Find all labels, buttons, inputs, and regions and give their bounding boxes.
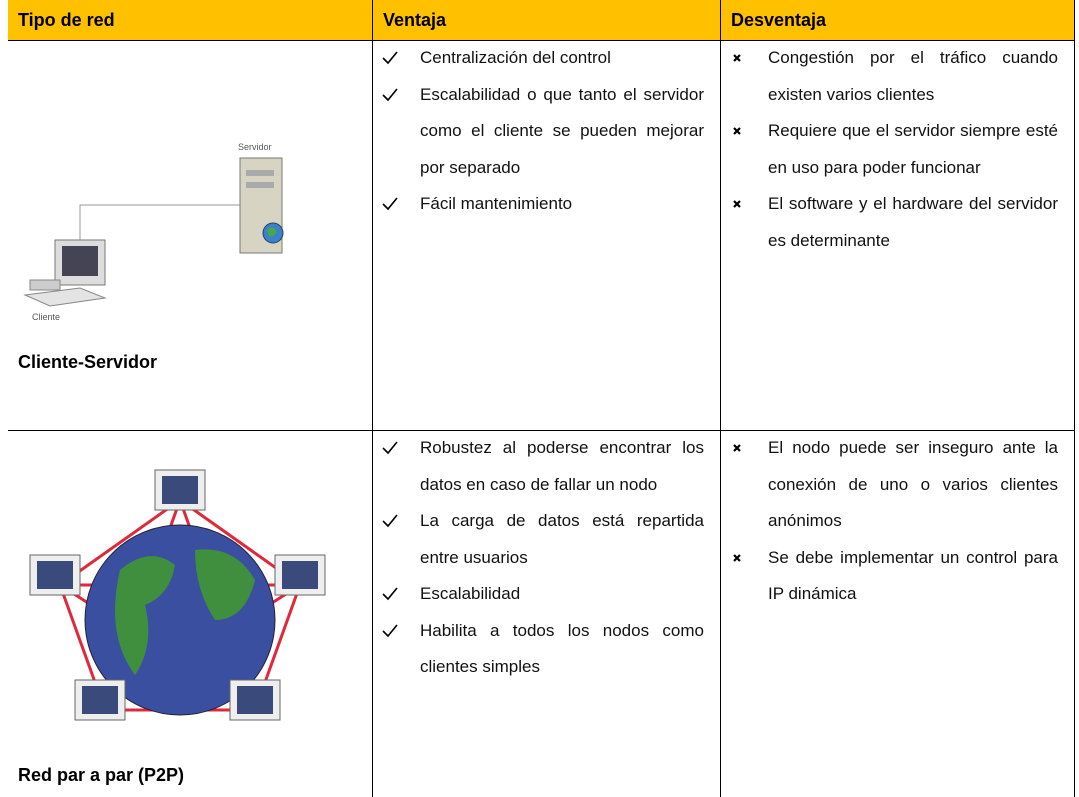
disadvantages-list: El nodo puede ser inseguro ante la conex… bbox=[728, 430, 1058, 613]
list-item: El software y el hardware del servidor e… bbox=[728, 186, 1058, 259]
diagram-label: Cliente bbox=[32, 312, 60, 322]
row-border bbox=[8, 40, 1074, 41]
item-text: Habilita a todos los nodos como clientes… bbox=[420, 620, 704, 677]
item-text: Escalabilidad o que tanto el servidor co… bbox=[420, 84, 704, 177]
list-item: Habilita a todos los nodos como clientes… bbox=[380, 613, 704, 686]
item-text: Centralización del control bbox=[420, 48, 611, 67]
item-text: Se debe implementar un control para IP d… bbox=[768, 547, 1058, 604]
list-item: El nodo puede ser inseguro ante la conex… bbox=[728, 430, 1058, 540]
check-icon bbox=[382, 51, 398, 65]
column-border bbox=[720, 0, 721, 797]
diagram-label: Servidor bbox=[238, 142, 272, 152]
check-icon bbox=[382, 441, 398, 455]
cross-icon bbox=[733, 127, 741, 135]
network-type: Cliente-Servidor bbox=[18, 352, 158, 372]
cross-icon bbox=[733, 200, 741, 208]
item-text: Escalabilidad bbox=[420, 584, 521, 603]
list-item: Escalabilidad o que tanto el servidor co… bbox=[380, 77, 704, 187]
cross-icon bbox=[733, 553, 741, 562]
item-text: La carga de datos está repartida entre u… bbox=[420, 511, 704, 567]
network-type: Red par a par (P2P) bbox=[18, 765, 185, 785]
advantages-list: Robustez al poderse encontrar los datos … bbox=[380, 430, 704, 686]
cross-icon bbox=[733, 444, 741, 452]
check-icon bbox=[382, 587, 398, 601]
cross-icon bbox=[733, 54, 741, 62]
list-item: Requiere que el servidor siempre esté en… bbox=[728, 113, 1058, 186]
list-item: Robustez al poderse encontrar los datos … bbox=[380, 430, 704, 503]
client-server-diagram: Servidor Cliente bbox=[23, 142, 284, 322]
disadvantages-list: Congestión por el tráfico cuando existen… bbox=[728, 40, 1058, 259]
check-icon bbox=[382, 623, 398, 637]
item-text: El software y el hardware del servidor e… bbox=[768, 194, 1058, 250]
list-item: Escalabilidad bbox=[380, 576, 704, 613]
check-icon bbox=[382, 197, 398, 211]
list-item: Fácil mantenimiento bbox=[380, 186, 704, 223]
item-text: Fácil mantenimiento bbox=[420, 194, 573, 213]
list-item: Centralización del control bbox=[380, 40, 704, 77]
list-item: Se debe implementar un control para IP d… bbox=[728, 540, 1058, 613]
header-cell: Tipo de red bbox=[8, 0, 372, 40]
row-border bbox=[8, 430, 1074, 431]
check-icon bbox=[382, 87, 398, 101]
item-text: Robustez al poderse encontrar los datos … bbox=[420, 438, 704, 494]
advantages-list: Centralización del control Escalabilidad … bbox=[380, 40, 704, 223]
item-text: El nodo puede ser inseguro ante la conex… bbox=[768, 438, 1058, 530]
header-cell: Ventaja bbox=[373, 0, 720, 40]
column-border bbox=[372, 0, 373, 797]
list-item: Congestión por el tráfico cuando existen… bbox=[728, 40, 1058, 113]
column-border bbox=[1074, 0, 1075, 797]
list-item: La carga de datos está repartida entre u… bbox=[380, 503, 704, 576]
p2p-diagram bbox=[29, 469, 326, 721]
item-text: Congestión por el tráfico cuando existen… bbox=[768, 48, 1058, 104]
check-icon bbox=[382, 514, 398, 528]
item-text: Requiere que el servidor siempre esté en… bbox=[768, 121, 1058, 177]
header-cell: Desventaja bbox=[721, 0, 1074, 40]
